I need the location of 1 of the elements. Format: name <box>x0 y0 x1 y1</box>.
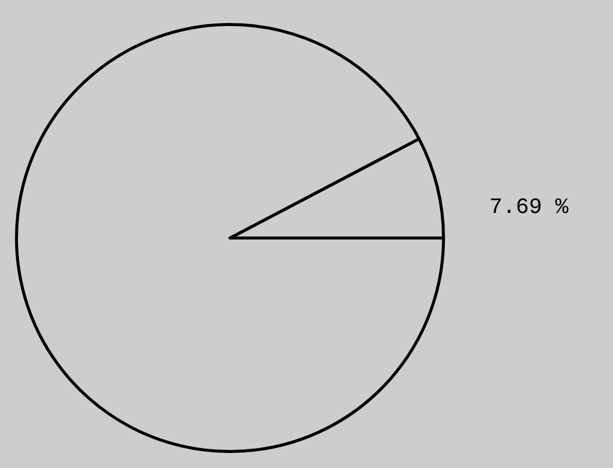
data-label: 7.69 % <box>489 195 570 220</box>
